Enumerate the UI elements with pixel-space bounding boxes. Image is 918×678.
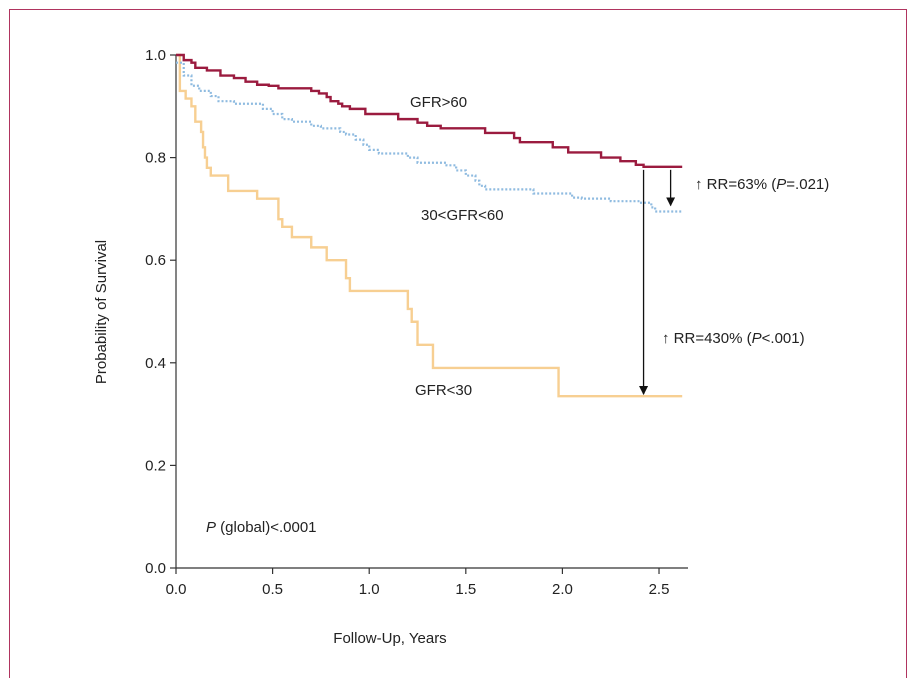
rr-mid-annotation: ↑ RR=63% (P=.021) [695, 176, 829, 193]
y-tick-label: 0.0 [145, 560, 166, 577]
series-layer [176, 53, 683, 398]
y-tick-label: 0.8 [145, 150, 166, 167]
x-tick-label: 0.5 [262, 581, 283, 598]
series-line-30-gfr-60 [176, 61, 683, 213]
x-tick-label: 1.0 [359, 581, 380, 598]
y-tick-label: 0.2 [145, 457, 166, 474]
x-ticks: 0.0 0.5 1.0 1.5 2.0 2.5 [166, 568, 670, 598]
rr-low-annotation: ↑ RR=430% (P<.001) [662, 330, 805, 347]
x-axis-title: Follow-Up, Years [333, 630, 446, 647]
x-tick-label: 2.0 [552, 581, 573, 598]
y-tick-label: 1.0 [145, 47, 166, 64]
y-ticks: 0.0 0.2 0.4 0.6 0.8 1.0 [145, 47, 176, 577]
global-p-annotation: P (global)<.0001 [206, 519, 317, 536]
x-tick-label: 0.0 [166, 581, 187, 598]
label-gfr-high: GFR>60 [410, 94, 467, 111]
label-gfr-low: GFR<30 [415, 382, 472, 399]
y-tick-label: 0.6 [145, 252, 166, 269]
x-tick-label: 1.5 [455, 581, 476, 598]
y-tick-label: 0.4 [145, 355, 166, 372]
series-line-gfr-30 [176, 53, 683, 398]
series-line-gfr-60 [176, 53, 683, 169]
figure-frame [9, 9, 907, 678]
label-gfr-mid: 30<GFR<60 [421, 207, 504, 224]
y-axis-title: Probability of Survival [93, 240, 110, 384]
x-tick-label: 2.5 [649, 581, 670, 598]
